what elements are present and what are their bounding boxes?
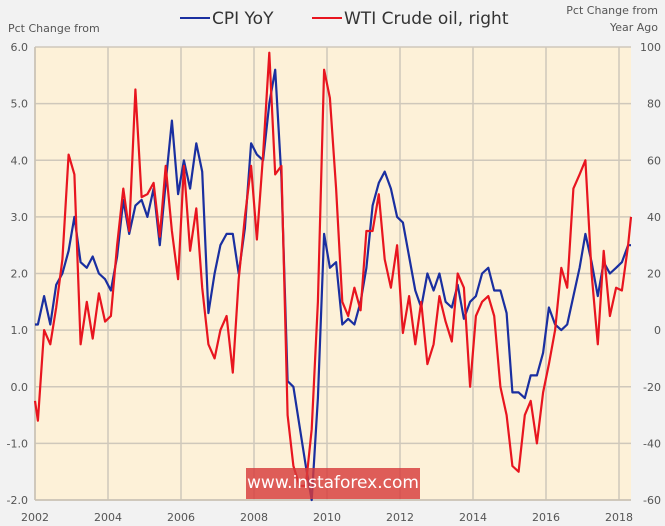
- x-tick-label: 2012: [386, 511, 414, 524]
- watermark: www.instaforex.com: [246, 468, 420, 499]
- right-axis-title-line1: Pct Change from: [566, 4, 658, 17]
- legend-label-wti: WTI Crude oil, right: [344, 9, 509, 29]
- legend: CPI YoY WTI Crude oil, right: [180, 9, 509, 29]
- x-tick-label: 2008: [240, 511, 268, 524]
- left-axis-title: Pct Change from: [8, 22, 100, 35]
- left-tick-label: 3.0: [11, 211, 29, 224]
- x-tick-label: 2016: [532, 511, 560, 524]
- left-tick-label: 6.0: [11, 41, 29, 54]
- left-tick-label: 0.0: [11, 381, 29, 394]
- right-tick-label: 0: [654, 324, 661, 337]
- x-tick-label: 2006: [167, 511, 195, 524]
- right-tick-label: 100: [640, 41, 661, 54]
- right-axis: 100 80 60 40 20 0 -20 -40 -60: [640, 41, 661, 507]
- left-tick-label: -2.0: [7, 494, 28, 507]
- x-tick-label: 2004: [94, 511, 122, 524]
- left-tick-label: 2.0: [11, 268, 29, 281]
- x-tick-label: 2010: [313, 511, 341, 524]
- left-axis: 6.0 5.0 4.0 3.0 2.0 1.0 0.0 -1.0 -2.0: [7, 41, 28, 507]
- left-tick-label: 5.0: [11, 98, 29, 111]
- series-line-cpi-yoy: [35, 68, 631, 502]
- right-tick-label: -20: [643, 381, 661, 394]
- right-axis-title-line2: Year Ago: [609, 21, 658, 34]
- left-tick-label: 4.0: [11, 154, 29, 167]
- right-tick-label: -40: [643, 437, 661, 450]
- x-tick-label: 2002: [21, 511, 49, 524]
- right-tick-label: -60: [643, 494, 661, 507]
- series-layer: [33, 51, 633, 502]
- series-line-wti-crude-oil: [33, 51, 633, 487]
- right-tick-label: 80: [647, 98, 661, 111]
- right-tick-label: 40: [647, 211, 661, 224]
- right-tick-label: 20: [647, 268, 661, 281]
- legend-label-cpi: CPI YoY: [212, 9, 274, 29]
- left-tick-label: -1.0: [7, 437, 28, 450]
- left-tick-label: 1.0: [11, 324, 29, 337]
- x-axis: 2002 2004 2006 2008 2010 2012 2014 2016 2018: [21, 511, 633, 524]
- x-tick-label: 2018: [605, 511, 633, 524]
- x-tick-label: 2014: [459, 511, 487, 524]
- right-tick-label: 60: [647, 154, 661, 167]
